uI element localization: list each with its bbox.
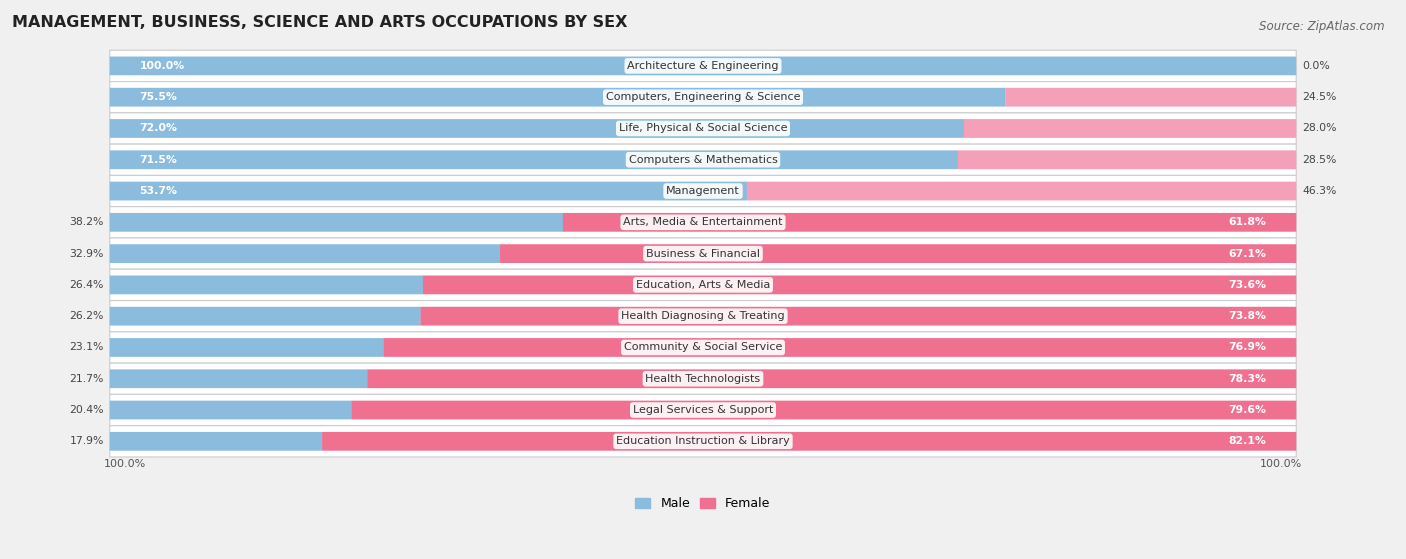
FancyBboxPatch shape — [110, 425, 1296, 457]
FancyBboxPatch shape — [110, 363, 1296, 395]
FancyBboxPatch shape — [110, 332, 1296, 363]
Text: MANAGEMENT, BUSINESS, SCIENCE AND ARTS OCCUPATIONS BY SEX: MANAGEMENT, BUSINESS, SCIENCE AND ARTS O… — [13, 15, 627, 30]
FancyBboxPatch shape — [110, 338, 384, 357]
Legend: Male, Female: Male, Female — [630, 492, 776, 515]
FancyBboxPatch shape — [110, 119, 965, 138]
FancyBboxPatch shape — [1005, 88, 1296, 107]
FancyBboxPatch shape — [501, 244, 1296, 263]
FancyBboxPatch shape — [957, 150, 1296, 169]
FancyBboxPatch shape — [110, 301, 1296, 332]
FancyBboxPatch shape — [110, 269, 1296, 301]
Text: 38.2%: 38.2% — [69, 217, 104, 228]
FancyBboxPatch shape — [367, 369, 1296, 388]
Text: 24.5%: 24.5% — [1302, 92, 1337, 102]
FancyBboxPatch shape — [110, 82, 1296, 113]
Text: Health Diagnosing & Treating: Health Diagnosing & Treating — [621, 311, 785, 321]
FancyBboxPatch shape — [110, 144, 1296, 176]
Text: 28.5%: 28.5% — [1302, 155, 1337, 165]
FancyBboxPatch shape — [110, 88, 1005, 107]
Text: 100.0%: 100.0% — [139, 61, 184, 71]
Text: Health Technologists: Health Technologists — [645, 374, 761, 383]
Text: 26.2%: 26.2% — [69, 311, 104, 321]
Text: 32.9%: 32.9% — [69, 249, 104, 259]
Text: Education, Arts & Media: Education, Arts & Media — [636, 280, 770, 290]
FancyBboxPatch shape — [110, 369, 367, 388]
Text: 79.6%: 79.6% — [1229, 405, 1267, 415]
Text: 23.1%: 23.1% — [69, 343, 104, 353]
Text: Architecture & Engineering: Architecture & Engineering — [627, 61, 779, 71]
FancyBboxPatch shape — [110, 238, 1296, 269]
Text: Community & Social Service: Community & Social Service — [624, 343, 782, 353]
Text: 73.8%: 73.8% — [1229, 311, 1267, 321]
FancyBboxPatch shape — [322, 432, 1296, 451]
FancyBboxPatch shape — [110, 207, 1296, 238]
FancyBboxPatch shape — [110, 176, 1296, 207]
FancyBboxPatch shape — [110, 432, 322, 451]
Text: 76.9%: 76.9% — [1229, 343, 1267, 353]
FancyBboxPatch shape — [110, 395, 1296, 425]
Text: Education Instruction & Library: Education Instruction & Library — [616, 437, 790, 446]
Text: Source: ZipAtlas.com: Source: ZipAtlas.com — [1260, 20, 1385, 32]
Text: Arts, Media & Entertainment: Arts, Media & Entertainment — [623, 217, 783, 228]
Text: 72.0%: 72.0% — [139, 124, 177, 134]
Text: 53.7%: 53.7% — [139, 186, 177, 196]
Text: 100.0%: 100.0% — [1260, 459, 1302, 469]
FancyBboxPatch shape — [420, 307, 1296, 325]
FancyBboxPatch shape — [110, 401, 352, 419]
Text: 71.5%: 71.5% — [139, 155, 177, 165]
Text: 100.0%: 100.0% — [104, 459, 146, 469]
Text: 21.7%: 21.7% — [69, 374, 104, 383]
Text: Computers & Mathematics: Computers & Mathematics — [628, 155, 778, 165]
FancyBboxPatch shape — [965, 119, 1296, 138]
Text: Legal Services & Support: Legal Services & Support — [633, 405, 773, 415]
FancyBboxPatch shape — [110, 213, 564, 232]
Text: 17.9%: 17.9% — [69, 437, 104, 446]
FancyBboxPatch shape — [110, 276, 423, 294]
FancyBboxPatch shape — [110, 150, 957, 169]
FancyBboxPatch shape — [110, 307, 420, 325]
Text: 73.6%: 73.6% — [1229, 280, 1267, 290]
Text: 26.4%: 26.4% — [69, 280, 104, 290]
FancyBboxPatch shape — [110, 56, 1296, 75]
Text: 75.5%: 75.5% — [139, 92, 177, 102]
Text: 67.1%: 67.1% — [1229, 249, 1267, 259]
FancyBboxPatch shape — [352, 401, 1296, 419]
FancyBboxPatch shape — [110, 182, 747, 201]
FancyBboxPatch shape — [562, 213, 1296, 232]
Text: 46.3%: 46.3% — [1302, 186, 1337, 196]
FancyBboxPatch shape — [110, 50, 1296, 82]
FancyBboxPatch shape — [423, 276, 1296, 294]
Text: 82.1%: 82.1% — [1229, 437, 1267, 446]
Text: Management: Management — [666, 186, 740, 196]
Text: 0.0%: 0.0% — [1302, 61, 1330, 71]
Text: 78.3%: 78.3% — [1229, 374, 1267, 383]
FancyBboxPatch shape — [110, 244, 501, 263]
Text: 61.8%: 61.8% — [1229, 217, 1267, 228]
FancyBboxPatch shape — [384, 338, 1296, 357]
Text: 28.0%: 28.0% — [1302, 124, 1337, 134]
FancyBboxPatch shape — [747, 182, 1296, 201]
Text: 20.4%: 20.4% — [69, 405, 104, 415]
FancyBboxPatch shape — [110, 113, 1296, 144]
Text: Life, Physical & Social Science: Life, Physical & Social Science — [619, 124, 787, 134]
Text: Business & Financial: Business & Financial — [645, 249, 761, 259]
Text: Computers, Engineering & Science: Computers, Engineering & Science — [606, 92, 800, 102]
